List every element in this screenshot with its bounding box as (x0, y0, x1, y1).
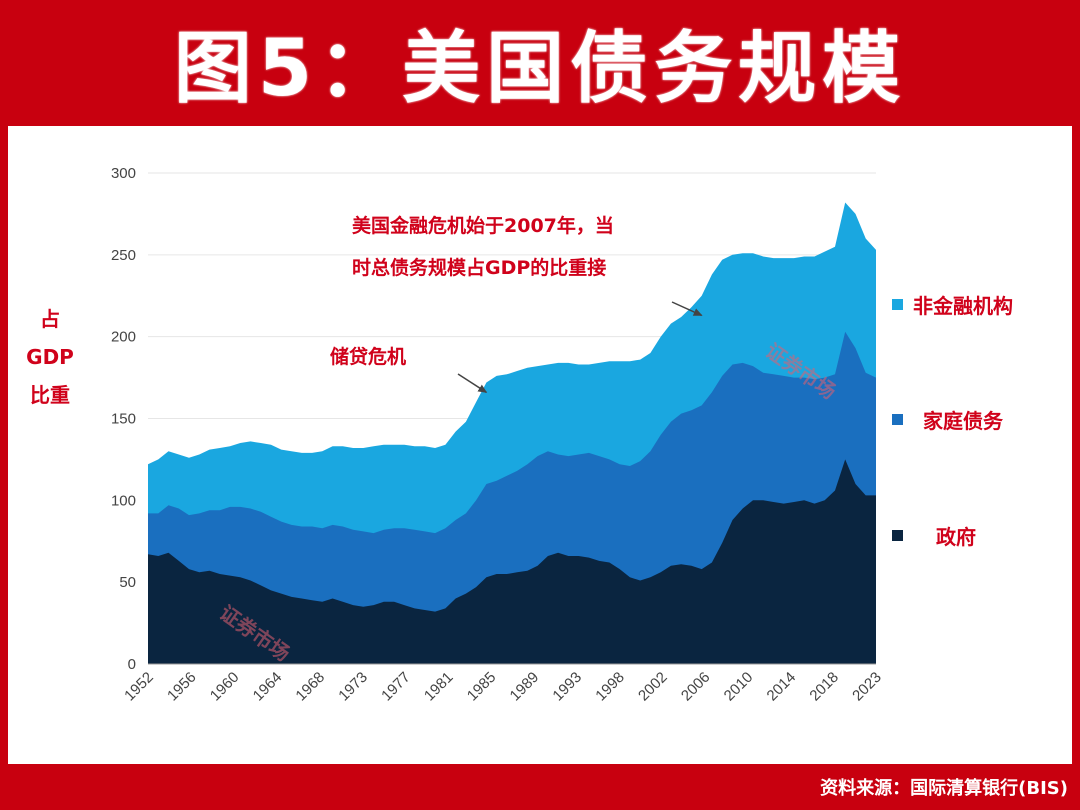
y-tick-label: 100 (111, 492, 136, 509)
x-tick-label: 2018 (806, 669, 842, 705)
legend-label: 家庭债务 (923, 409, 1004, 433)
annotation-text: 储贷危机 (330, 345, 406, 368)
x-tick-label: 1968 (293, 669, 329, 705)
y-tick-label: 250 (111, 247, 136, 264)
annotation-arrow (671, 301, 703, 317)
poster-title: 图5：美国债务规模 (173, 24, 907, 114)
y-axis-label-line: 比重 (30, 383, 70, 407)
y-tick-label: 200 (111, 329, 136, 346)
x-tick-label: 2023 (849, 669, 885, 705)
y-tick-label: 150 (111, 411, 136, 428)
area-series (148, 202, 876, 664)
annotation-text: 美国金融危机始于2007年，当 (352, 214, 614, 237)
x-tick-label: 2010 (721, 669, 757, 705)
x-tick-label: 1993 (549, 669, 585, 705)
y-axis-label-line: GDP (26, 345, 74, 369)
source-note: 资料来源：国际清算银行(BIS) (820, 778, 1068, 799)
annotation-text: 时总债务规模占GDP的比重接 (352, 256, 606, 279)
x-tick-label: 1977 (378, 669, 414, 705)
annotation-arrow (457, 373, 488, 393)
x-tick-label: 1981 (421, 669, 457, 705)
chart-panel: 0 50 100 150 200 250 300 1952 1956 1960 1964 1968 19… (8, 126, 1072, 764)
y-axis-label-line: 占 (40, 307, 60, 331)
x-tick-label: 1956 (164, 669, 200, 705)
x-tick-label: 1985 (464, 669, 500, 705)
x-tick-label: 2006 (678, 669, 714, 705)
y-tick-label: 0 (128, 656, 136, 673)
x-tick-label: 2002 (635, 669, 671, 705)
x-tick-label: 1952 (121, 669, 157, 705)
x-tick-label: 1973 (335, 669, 371, 705)
y-axis-label: 占 GDP 比重 (26, 307, 74, 407)
x-tick-label: 1998 (592, 669, 628, 705)
y-tick-label: 50 (119, 574, 136, 591)
area-series-0 (148, 459, 876, 664)
x-tick-label: 1960 (207, 669, 243, 705)
legend-label: 非金融机构 (913, 294, 1013, 318)
legend-label: 政府 (936, 525, 976, 549)
legend-swatch (892, 414, 903, 425)
legend-swatch (892, 299, 903, 310)
legend-swatch (892, 530, 903, 541)
x-tick-label: 1989 (507, 669, 543, 705)
x-tick-label: 2014 (764, 669, 800, 705)
y-tick-label: 300 (111, 165, 136, 182)
x-tick-label: 1964 (250, 669, 286, 705)
